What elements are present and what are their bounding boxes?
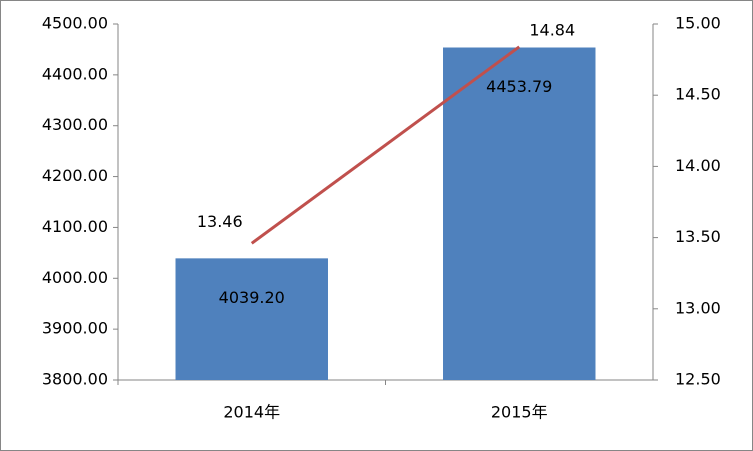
y2-tick-label: 13.50 (675, 227, 721, 246)
y2-tick-label: 14.00 (675, 156, 721, 175)
x-tick-label: 2015年 (491, 403, 548, 422)
y-tick-label: 3800.00 (42, 370, 108, 389)
line (250, 45, 521, 245)
line-value-label: 14.84 (529, 20, 575, 39)
bar-value-label: 4453.79 (486, 77, 552, 96)
bar (175, 258, 328, 380)
line-value-label: 13.46 (197, 212, 243, 231)
y-tick-label: 4000.00 (42, 268, 108, 287)
y-tick-label: 3900.00 (42, 319, 108, 338)
y2-tick-label: 14.50 (675, 85, 721, 104)
y2-tick-label: 12.50 (675, 370, 721, 389)
bar-value-label: 4039.20 (219, 288, 285, 307)
y2-tick-label: 15.00 (675, 14, 721, 33)
x-tick-label: 2014年 (223, 403, 280, 422)
y-tick-label: 4500.00 (42, 14, 108, 33)
y2-tick-label: 13.00 (675, 298, 721, 317)
y-tick-label: 4100.00 (42, 217, 108, 236)
y-tick-label: 4300.00 (42, 115, 108, 134)
y-tick-label: 4200.00 (42, 166, 108, 185)
bar (443, 47, 596, 380)
y-tick-label: 4400.00 (42, 64, 108, 83)
